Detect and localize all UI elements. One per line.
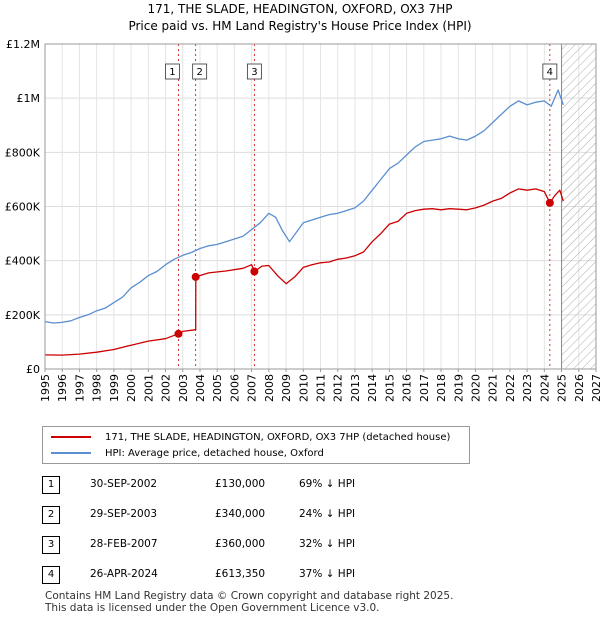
x-tick-label: 2024 bbox=[538, 374, 551, 402]
legend-label-property: 171, THE SLADE, HEADINGTON, OXFORD, OX3 … bbox=[105, 431, 451, 443]
x-tick-label: 2006 bbox=[228, 374, 241, 402]
transaction-number-badge: 2 bbox=[42, 506, 60, 524]
x-tick-label: 2009 bbox=[280, 374, 293, 402]
hpi-line bbox=[44, 89, 564, 324]
y-tick-label: £400K bbox=[5, 255, 41, 268]
x-tick-label: 2017 bbox=[418, 374, 431, 402]
legend-swatch-property bbox=[51, 436, 91, 438]
footer-copyright: Contains HM Land Registry data © Crown c… bbox=[45, 590, 454, 602]
x-tick-label: 1998 bbox=[91, 374, 104, 402]
chart-title: 171, THE SLADE, HEADINGTON, OXFORD, OX3 … bbox=[147, 2, 453, 16]
transaction-number-badge: 1 bbox=[42, 476, 60, 494]
y-tick-label: £200K bbox=[5, 309, 41, 322]
legend-swatch-hpi bbox=[51, 452, 91, 454]
x-tick-label: 2016 bbox=[401, 374, 414, 402]
sale-point bbox=[250, 267, 259, 276]
price-chart: 1 2 3 4 £0 £200K £400K £600K £800K £1M £1.2M 1995 19… bbox=[5, 38, 600, 402]
transaction-hpi-diff: 69% ↓ HPI bbox=[299, 478, 356, 490]
x-tick-label: 1997 bbox=[73, 374, 86, 402]
chart-subtitle: Price paid vs. HM Land Registry's House … bbox=[128, 19, 472, 33]
x-tick-label: 2015 bbox=[383, 374, 396, 402]
x-tick-label: 2012 bbox=[332, 374, 345, 402]
x-tick-label: 2013 bbox=[349, 374, 362, 402]
x-tick-label: 2014 bbox=[366, 374, 379, 402]
transaction-hpi-diff: 37% ↓ HPI bbox=[299, 568, 356, 580]
sale-number-label: 3 bbox=[251, 67, 257, 78]
footer: Contains HM Land Registry data © Crown c… bbox=[45, 590, 453, 614]
transaction-number-badge: 3 bbox=[42, 536, 60, 554]
transaction-date: 30-SEP-2002 bbox=[90, 478, 158, 490]
sale-point bbox=[174, 329, 183, 338]
table-row: 3 28-FEB-2007 £360,000 32% ↓ HPI bbox=[42, 536, 462, 554]
y-tick-label: £600K bbox=[5, 201, 41, 214]
x-tick-label: 2005 bbox=[211, 374, 224, 402]
transaction-price: £613,350 bbox=[215, 568, 266, 580]
sale-number-box bbox=[192, 63, 208, 80]
x-tick-label: 1996 bbox=[56, 374, 69, 402]
x-tick-label: 2010 bbox=[297, 374, 310, 402]
x-tick-label: 2018 bbox=[435, 374, 448, 402]
sale-point bbox=[545, 198, 554, 207]
sale-point bbox=[191, 272, 200, 281]
transaction-hpi-diff: 32% ↓ HPI bbox=[299, 538, 356, 550]
table-row: 4 26-APR-2024 £613,350 37% ↓ HPI bbox=[42, 566, 462, 584]
x-tick-label: 2004 bbox=[194, 374, 207, 402]
y-tick-label: £1M bbox=[17, 92, 41, 105]
x-tick-label: 2019 bbox=[452, 374, 465, 402]
legend-item-hpi: HPI: Average price, detached house, Oxfo… bbox=[51, 446, 324, 460]
forecast-hatch-region bbox=[561, 44, 596, 369]
x-tick-label: 2008 bbox=[263, 374, 276, 402]
x-tick-label: 2011 bbox=[315, 374, 328, 402]
x-tick-label: 2027 bbox=[590, 374, 600, 402]
transaction-number-badge: 4 bbox=[42, 566, 60, 584]
sale-number-box bbox=[246, 63, 262, 80]
x-tick-label: 2003 bbox=[177, 374, 190, 402]
property-price-line bbox=[44, 188, 564, 356]
sale-number-label: 1 bbox=[169, 67, 175, 78]
x-tick-label: 2023 bbox=[521, 374, 534, 402]
transaction-date: 29-SEP-2003 bbox=[90, 508, 158, 520]
x-tick-label: 2021 bbox=[487, 374, 500, 402]
sale-number-box bbox=[542, 63, 558, 80]
transaction-hpi-diff: 24% ↓ HPI bbox=[299, 508, 356, 520]
sale-number-box bbox=[165, 63, 180, 80]
x-tick-label: 2020 bbox=[469, 374, 482, 402]
sale-number-label: 4 bbox=[547, 67, 553, 78]
legend-label-hpi: HPI: Average price, detached house, Oxfo… bbox=[105, 447, 324, 459]
y-tick-label: £1.2M bbox=[6, 38, 40, 51]
transaction-date: 28-FEB-2007 bbox=[90, 538, 158, 550]
legend-item-property: 171, THE SLADE, HEADINGTON, OXFORD, OX3 … bbox=[51, 430, 450, 444]
x-tick-label: 2025 bbox=[556, 374, 569, 402]
y-tick-label: £800K bbox=[5, 146, 41, 159]
x-tick-label: 1995 bbox=[39, 374, 52, 402]
x-tick-label: 2007 bbox=[246, 374, 259, 402]
x-tick-label: 2001 bbox=[142, 374, 155, 402]
x-tick-label: 2002 bbox=[160, 374, 173, 402]
sale-number-label: 2 bbox=[196, 67, 202, 78]
x-tick-label: 2026 bbox=[573, 374, 586, 402]
x-tick-label: 2000 bbox=[125, 374, 138, 402]
footer-license: This data is licensed under the Open Gov… bbox=[45, 602, 380, 614]
table-row: 2 29-SEP-2003 £340,000 24% ↓ HPI bbox=[42, 506, 462, 524]
y-tick-label: £0 bbox=[26, 363, 40, 376]
table-row: 1 30-SEP-2002 £130,000 69% ↓ HPI bbox=[42, 476, 462, 494]
transaction-date: 26-APR-2024 bbox=[90, 568, 158, 580]
transaction-price: £360,000 bbox=[215, 538, 266, 550]
transaction-price: £340,000 bbox=[215, 508, 266, 520]
legend: 171, THE SLADE, HEADINGTON, OXFORD, OX3 … bbox=[42, 426, 470, 464]
transaction-price: £130,000 bbox=[215, 478, 266, 490]
x-tick-label: 1999 bbox=[108, 374, 121, 402]
x-tick-label: 2022 bbox=[504, 374, 517, 402]
